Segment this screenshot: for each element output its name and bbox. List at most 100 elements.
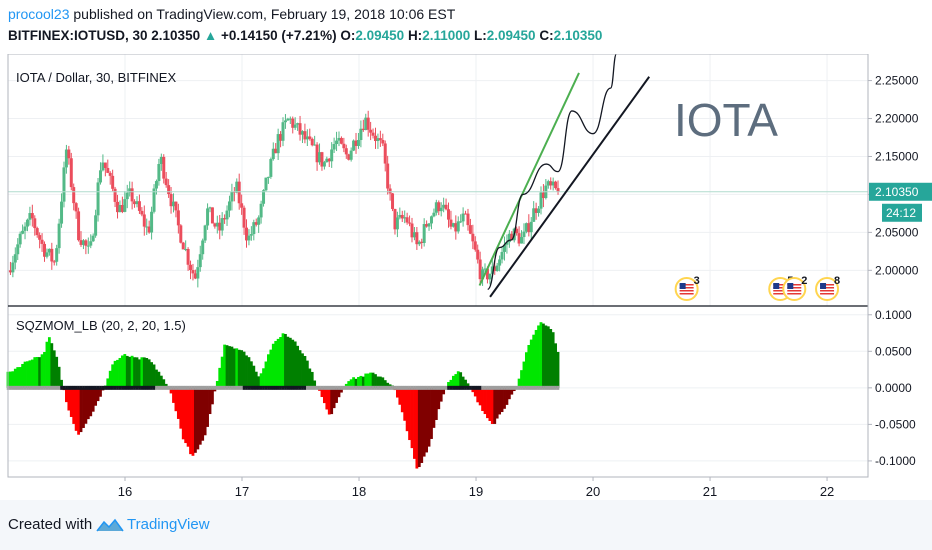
momentum-bar — [40, 354, 44, 388]
candle — [429, 215, 433, 230]
squeeze-dot — [82, 385, 85, 390]
candle-body — [466, 213, 470, 226]
candle-body — [281, 122, 285, 141]
squeeze-dot — [194, 385, 197, 390]
candle-body — [23, 226, 27, 231]
candle-body — [388, 188, 392, 194]
flag-stripe — [820, 293, 835, 295]
candle — [415, 226, 419, 250]
author-link[interactable]: procool23 — [8, 6, 70, 22]
time-tick-label: 21 — [703, 484, 717, 499]
candle — [381, 133, 385, 147]
candle-body — [315, 144, 319, 163]
candle — [67, 145, 71, 165]
candle — [28, 206, 32, 226]
candle-body — [493, 266, 497, 272]
candle-body — [147, 226, 151, 233]
event-flag-icon[interactable]: 2 — [782, 275, 807, 301]
squeeze-dot — [18, 385, 22, 390]
squeeze-dot — [454, 385, 458, 390]
candle — [223, 214, 227, 224]
momentum-pane[interactable]: -0.1000 -0.0500 0.0000 0.0500 0.1000 SQZMOM_L… — [6, 306, 916, 477]
candle — [133, 199, 137, 208]
momentum-bar — [374, 374, 377, 388]
candle — [208, 206, 212, 213]
price-pane[interactable]: IOTA35282.000002.050002.100002.150002.20… — [8, 54, 932, 477]
tradingview-logo-icon[interactable] — [96, 517, 124, 533]
squeeze-dot — [264, 385, 268, 390]
squeeze-dot — [471, 385, 475, 390]
candle-body — [69, 158, 73, 188]
momentum-bar — [125, 355, 129, 388]
squeeze-dot — [150, 385, 153, 390]
candle-body — [264, 177, 268, 191]
candle — [296, 122, 300, 131]
momentum-bar — [174, 387, 178, 412]
squeeze-dot — [337, 385, 341, 390]
candle-body — [337, 137, 341, 141]
candle — [546, 179, 550, 189]
candle-body — [298, 123, 302, 135]
squeeze-dot — [152, 385, 156, 390]
candle — [359, 120, 363, 148]
flag-canton — [820, 283, 827, 289]
candle-body — [332, 144, 336, 150]
squeeze-dot — [357, 385, 360, 390]
candle — [356, 132, 360, 149]
candle — [393, 208, 397, 235]
chart-area[interactable]: IOTA35282.000002.050002.100002.150002.20… — [0, 54, 932, 500]
close-value: 2.10350 — [553, 28, 603, 43]
projection-path[interactable] — [487, 54, 618, 290]
candle-body — [208, 207, 212, 209]
candle — [432, 208, 436, 218]
candle-body — [395, 217, 399, 230]
squeeze-dot — [106, 385, 110, 390]
squeeze-dot — [284, 385, 287, 390]
momentum-axis[interactable]: -0.1000 -0.0500 0.0000 0.0500 0.1000 — [868, 308, 916, 468]
tradingview-link[interactable]: TradingView — [127, 516, 210, 533]
candle-body — [18, 233, 22, 245]
black-trendline[interactable] — [489, 76, 651, 298]
candle — [60, 193, 64, 228]
momentum-bar — [478, 387, 482, 406]
squeeze-dot — [483, 385, 487, 390]
time-axis[interactable]: 16 17 18 19 20 21 22 — [8, 476, 868, 499]
iota-annotation-text[interactable]: IOTA — [674, 94, 778, 146]
candle — [103, 162, 107, 177]
momentum-bar — [232, 348, 236, 388]
candle-body — [184, 248, 188, 250]
squeeze-dot — [335, 385, 338, 390]
momentum-bar — [52, 350, 56, 388]
candle — [388, 184, 392, 201]
candle-body — [60, 201, 64, 224]
price-axis[interactable]: 2.000002.050002.100002.150002.200002.250… — [868, 74, 932, 278]
squeeze-dot — [57, 385, 61, 390]
squeeze-dot — [91, 385, 95, 390]
momentum-bar — [493, 387, 497, 424]
candle — [18, 231, 22, 248]
candle — [541, 184, 545, 208]
candle — [69, 152, 73, 191]
candle-body — [369, 129, 373, 133]
candle-body — [318, 152, 322, 163]
candle-body — [391, 193, 395, 209]
momentum-bar — [254, 371, 258, 388]
candle-body — [86, 245, 90, 247]
candle — [442, 197, 446, 213]
event-flag-icon[interactable]: 3 — [674, 275, 700, 301]
candle-body — [366, 117, 370, 130]
flag-stripe — [820, 287, 835, 289]
momentum-bar — [520, 370, 523, 388]
candle-body — [35, 228, 39, 236]
event-flag-icon[interactable]: 8 — [815, 275, 840, 301]
momentum-bar — [189, 387, 192, 455]
open-label: O: — [340, 28, 356, 43]
green-trendline[interactable] — [478, 72, 580, 286]
squeeze-dot — [74, 385, 78, 390]
squeeze-dot — [67, 385, 71, 390]
momentum-bar — [203, 387, 207, 436]
momentum-bar — [57, 366, 61, 388]
candle-body — [473, 241, 477, 250]
momentum-bar — [184, 387, 188, 444]
squeeze-dot — [388, 385, 392, 390]
